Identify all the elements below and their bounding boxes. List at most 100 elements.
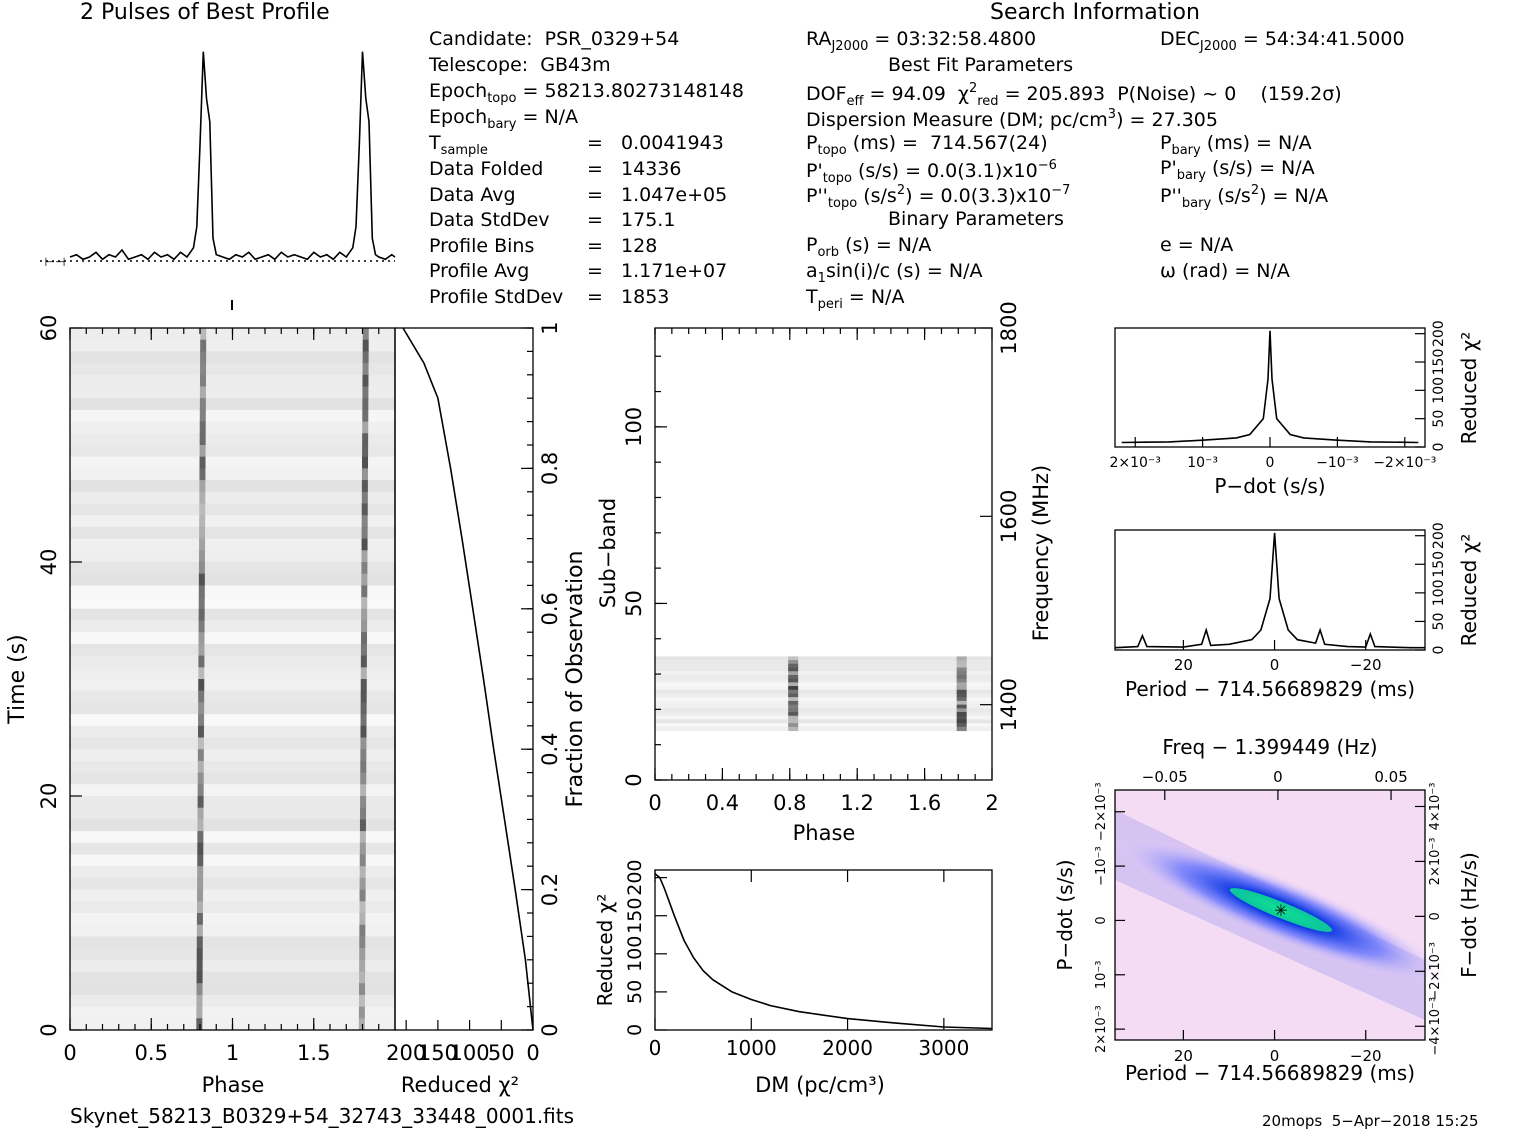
x-tick-label: −20 [1350,656,1382,674]
time-row [70,866,395,879]
best-fit-title: Best Fit Parameters [888,54,1074,76]
y-axis-label: Sub−band [596,498,620,608]
time-row [70,339,395,352]
x-tick-label: −10⁻³ [1316,455,1359,471]
subband-pulse [788,682,799,687]
time-row [70,679,395,692]
pulse-track [358,1018,365,1031]
pulse-track [199,421,206,434]
pulse-track [199,538,206,551]
time-row [70,620,395,633]
pulse-track [362,433,369,446]
ptopo-line: Ptopo (ms) = 714.567(24) [806,132,1048,158]
binary-title: Binary Parameters [888,208,1064,230]
time-row [70,398,395,411]
y-tick-label: 50 [624,980,646,1004]
pulse-track [198,597,205,610]
epoch-bary-line: Epochbary = N/A [429,106,579,132]
chi2-pdot-line [1121,330,1419,444]
pbary-line: Pbary (ms) = N/A [1160,132,1312,158]
search-info-title: Search Information [990,0,1200,25]
subband-pulse [956,682,967,687]
timestamp: 20mops 5−Apr−2018 15:25 [1262,1112,1479,1130]
x-tick-label: 0 [63,1041,76,1065]
y2-tick-label: 4×10⁻³ [1428,783,1443,831]
time-row [70,526,395,540]
pulse-track [359,971,366,984]
time-row [70,690,395,703]
pulse-track [361,585,368,598]
subband-pulse [956,708,967,713]
pulse-track [200,339,207,352]
subband-row [655,726,992,732]
x-tick-label: 0.5 [135,1041,168,1065]
pulse-track [199,398,206,411]
info-row-value: = 175.1 [587,209,676,231]
profile-error-bar: ⊢⊣ [45,255,66,269]
pulse-track [198,655,205,668]
pulse-track [362,386,369,399]
time-row [70,772,395,785]
subband-pulse [956,723,967,728]
pulse-track [360,807,367,820]
profile-title: 2 Pulses of Best Profile [80,0,330,25]
pulse-track [359,842,366,855]
subband-pulse [788,726,799,732]
pulse-track [358,994,365,1008]
pulse-track [197,760,204,774]
time-row [70,901,395,914]
time-row [70,842,395,855]
subband-row [655,678,992,683]
x-tick-label: 100 [450,1041,490,1065]
subband-row [655,671,992,676]
pulse-track [196,959,203,972]
subband-phase-plot: 0 0.4 0.8 1.2 1.6 2 0 50 100 1400 1600 1800 Phase Sub… [596,301,1053,845]
time-row [70,1006,395,1019]
x-tick-label: 2 [985,791,998,815]
pulse-track [199,480,206,493]
pulse-track [199,468,206,481]
info-row-value: = 128 [587,234,658,257]
time-row [70,491,395,504]
pulse-track [196,948,203,961]
pulse-track [197,854,204,867]
time-row [70,807,395,820]
time-row [70,456,395,469]
subband-pulse [956,663,967,669]
pulse-track [362,421,369,434]
time-row [70,632,395,645]
time-row [70,608,395,621]
pulse-track [198,573,205,586]
pulse-track [359,854,366,867]
x-tick-label: 0 [648,791,661,815]
y-tick-label: 0.2 [538,873,562,906]
y2-tick-label: −4×10⁻³ [1428,997,1443,1056]
subband-pulse [956,700,967,706]
pulse-track [197,737,204,750]
y-tick-label: 0 [37,1023,61,1036]
time-phase-plot: 0 0.5 1 1.5 0 20 40 60 Phase Time (s) [5,315,396,1097]
telescope-line: Telescope: GB43m [429,54,611,76]
info-row-value: = 1.047e+05 [587,183,728,206]
pulse-track [360,784,367,797]
time-row [70,445,395,458]
pulse-track [197,842,204,855]
y-tick-label: 0 [538,1023,562,1036]
info-row-value: = 1.171e+07 [587,260,728,282]
ra-line: RAJ2000 = 03:32:58.4800 [806,28,1037,54]
plot-frame [654,869,993,1031]
time-row [70,784,395,797]
pulse-track [199,409,206,423]
pulse-track [359,948,366,961]
y-tick-label: 0.6 [538,592,562,625]
info-row-label: Data StdDev [429,209,550,231]
pulse-track [197,725,204,738]
pulse-track [360,772,367,785]
pulse-track [359,889,366,902]
time-row [70,983,395,996]
y-tick-label: −10⁻³ [1094,846,1109,886]
y-tick-label: 100 [624,936,646,972]
pulse-track [197,831,204,844]
pulse-track [198,714,205,727]
